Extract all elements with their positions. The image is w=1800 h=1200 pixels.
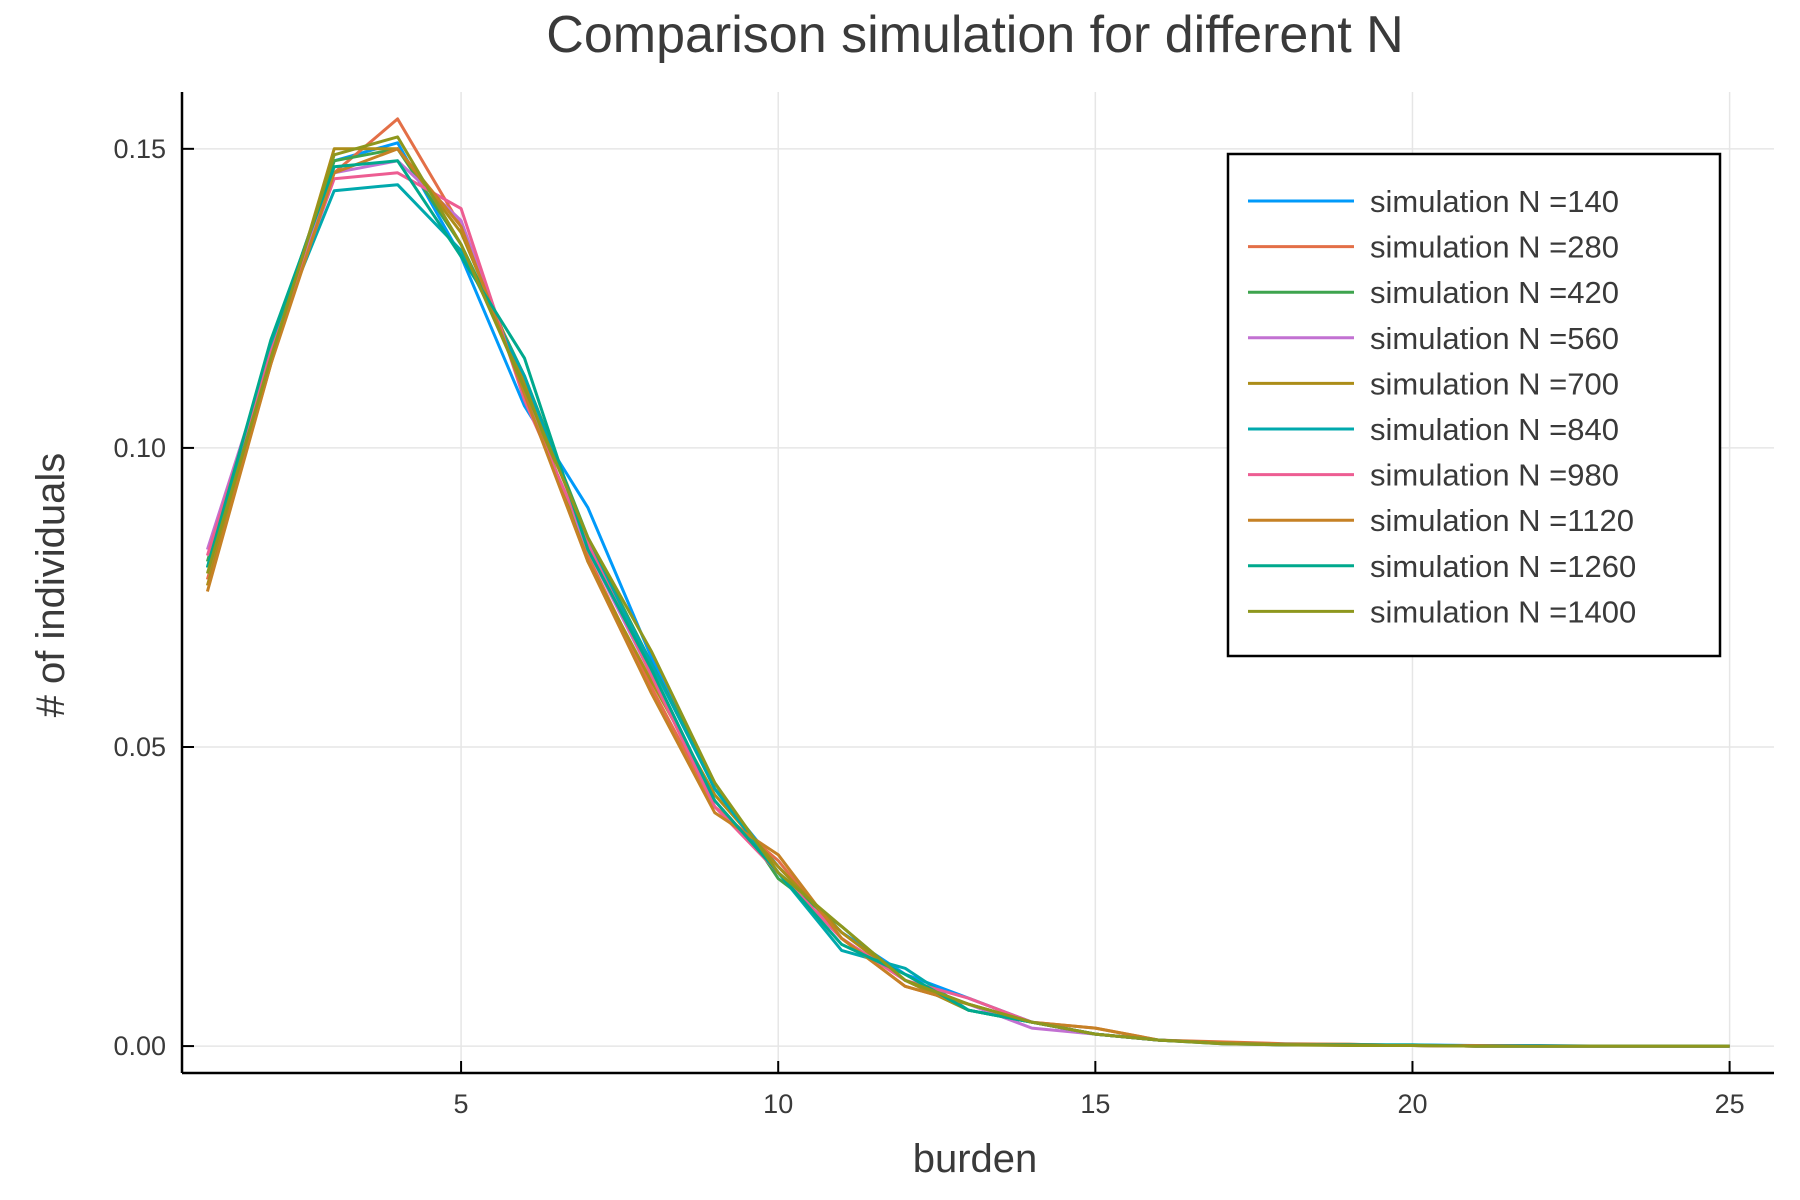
chart-title: Comparison simulation for different N (546, 6, 1403, 64)
legend-label: simulation N =1400 (1370, 594, 1636, 629)
x-tick-label: 10 (763, 1089, 793, 1119)
legend-label: simulation N =700 (1370, 366, 1619, 401)
legend-label: simulation N =1260 (1370, 549, 1636, 584)
x-tick-label: 25 (1715, 1089, 1745, 1119)
y-tick-label: 0.00 (113, 1031, 166, 1061)
grid (182, 92, 1774, 1073)
legend-items: simulation N =140 simulation N =280 simula… (1248, 184, 1636, 629)
series-line (205, 135, 1730, 1048)
axes (180, 92, 1774, 1075)
legend: simulation N =140 simulation N =280 simula… (1226, 152, 1722, 658)
x-tick-label: 20 (1397, 1089, 1427, 1119)
ticks: 5 10 15 20 25 0.00 0.05 0.10 0.15 (113, 134, 1744, 1119)
y-tick-label: 0.10 (113, 433, 166, 463)
legend-label: simulation N =1120 (1370, 503, 1634, 538)
x-tick-label: 15 (1080, 1089, 1110, 1119)
legend-label: simulation N =980 (1370, 458, 1619, 493)
legend-box (1226, 152, 1722, 658)
y-axis-label: # of individuals (29, 453, 73, 718)
y-tick-label: 0.15 (113, 134, 166, 164)
series-lines (205, 117, 1730, 1048)
x-tick-label: 5 (454, 1089, 469, 1119)
legend-label: simulation N =280 (1370, 230, 1619, 265)
legend-label: simulation N =840 (1370, 412, 1619, 447)
legend-label: simulation N =140 (1370, 184, 1619, 219)
legend-label: simulation N =560 (1370, 321, 1619, 356)
legend-label: simulation N =420 (1370, 275, 1619, 310)
x-axis-label: burden (913, 1137, 1038, 1181)
y-tick-label: 0.05 (113, 732, 166, 762)
